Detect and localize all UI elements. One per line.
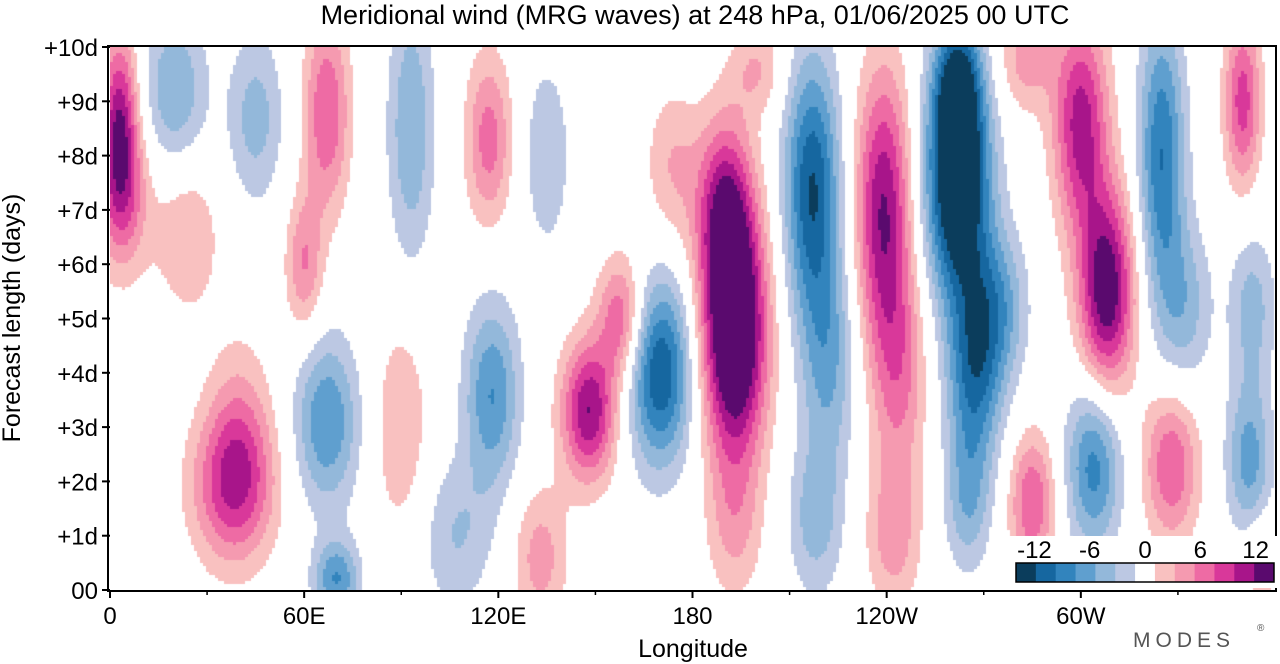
colorbar-swatch	[1016, 563, 1037, 582]
y-tick-label: +4d	[57, 361, 98, 388]
colorbar-outline	[1015, 562, 1275, 583]
colorbar-tick-label: -6	[1079, 537, 1100, 564]
colorbar-swatch	[1234, 563, 1255, 582]
colorbar-swatch	[1174, 563, 1196, 582]
y-tick-label: +9d	[57, 89, 98, 116]
y-tick-label: +3d	[57, 415, 98, 442]
y-axis-label: Forecast length (days)	[0, 194, 26, 443]
heatmap-image	[110, 47, 1275, 590]
x-tick-label: 60E	[283, 603, 326, 630]
colorbar-legend: -12 -6 0 6 12	[1008, 536, 1278, 588]
colorbar-swatch	[1115, 563, 1136, 582]
colorbar-swatch	[1254, 563, 1275, 582]
y-tick-label: +6d	[57, 252, 98, 279]
y-tick-label: +2d	[57, 469, 98, 496]
y-tick-label: +1d	[57, 524, 98, 551]
y-tick-label: +8d	[57, 144, 98, 171]
heatmap-field	[110, 47, 1275, 590]
x-tick-label: 120E	[470, 603, 526, 630]
colorbar-swatch	[1154, 563, 1176, 582]
colorbar-swatch	[1095, 563, 1116, 582]
y-tick-label: +7d	[57, 198, 98, 225]
x-tick-label: 0	[103, 603, 116, 630]
x-tick-label: 120W	[855, 603, 918, 630]
x-axis: 0 60E 120E 180 120W 60W	[103, 590, 1179, 630]
x-axis-label: Longitude	[638, 635, 748, 663]
y-tick-label: 00	[71, 578, 98, 605]
y-axis: 00 +1d +2d +3d +4d +5d +6d +7d +8d +9d +10d	[44, 35, 110, 605]
colorbar-swatch	[1035, 563, 1057, 582]
registered-mark: ®	[1257, 623, 1265, 634]
colorbar-swatch	[1135, 563, 1156, 582]
colorbar-tick-label: -12	[1017, 537, 1052, 564]
y-tick-label: +5d	[57, 307, 98, 334]
colorbar-tick-label: 0	[1138, 537, 1151, 564]
colorbar-swatch	[1214, 563, 1235, 582]
modes-logo: MODES	[1133, 629, 1235, 652]
x-tick-label: 60W	[1056, 603, 1106, 630]
colorbar-tick-label: 6	[1194, 537, 1207, 564]
y-tick-label: +10d	[44, 35, 98, 62]
colorbar-tick-label: 12	[1242, 537, 1269, 564]
x-tick-label: 180	[672, 603, 712, 630]
colorbar-swatch	[1055, 563, 1077, 582]
chart-title: Meridional wind (MRG waves) at 248 hPa, …	[321, 0, 1070, 30]
colorbar-swatch	[1194, 563, 1215, 582]
colorbar-swatch	[1075, 563, 1096, 582]
